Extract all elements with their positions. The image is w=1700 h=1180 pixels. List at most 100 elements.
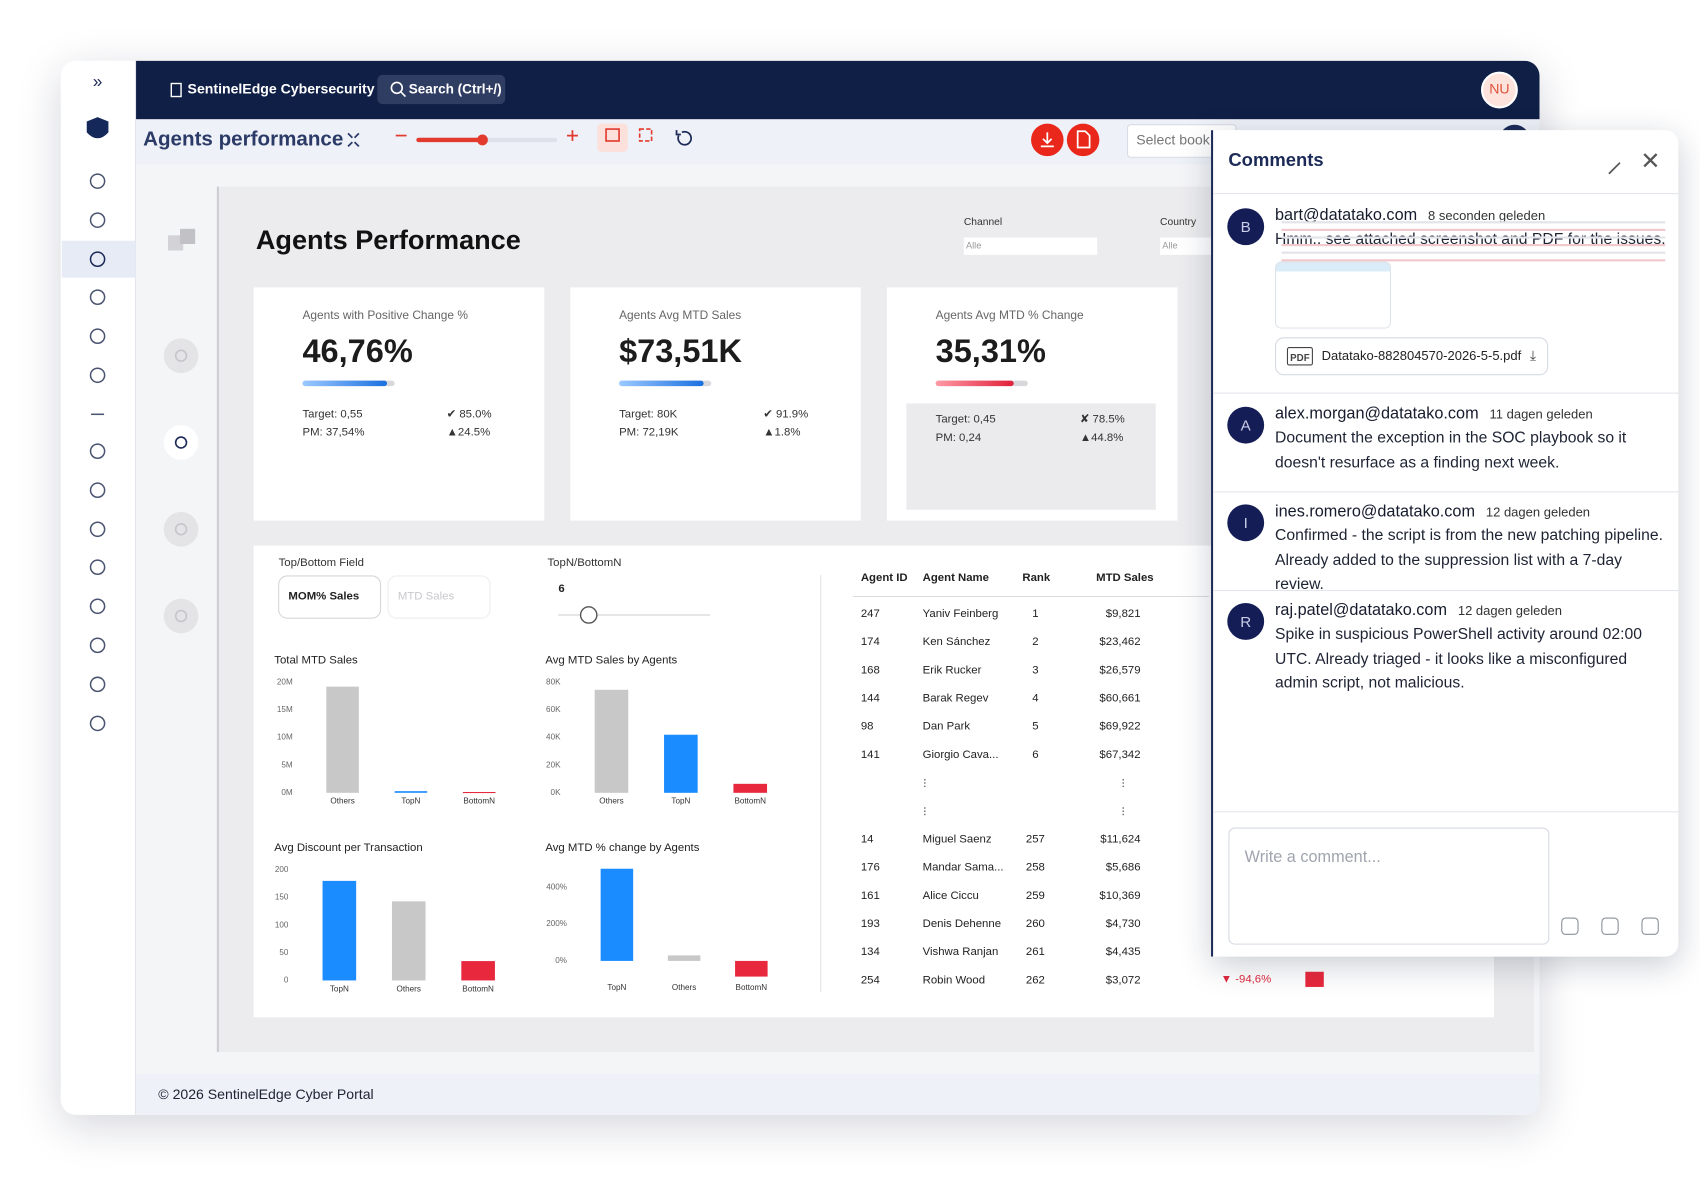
- report-nav-button[interactable]: [163, 338, 199, 374]
- field-option-label[interactable]: MTD Sales: [398, 591, 455, 603]
- nav-icon[interactable]: [89, 443, 106, 459]
- ellipsis-dot: [923, 778, 926, 781]
- nav-icon[interactable]: [89, 715, 106, 732]
- filter-value[interactable]: Alle: [1162, 241, 1177, 251]
- nav-icon[interactable]: [89, 482, 106, 499]
- bar: [733, 783, 768, 793]
- ellipsis-dot: [1122, 813, 1125, 816]
- nav-icon[interactable]: [89, 173, 106, 189]
- thumbnail-row: [1281, 259, 1666, 262]
- field-option-label[interactable]: MOM% Sales: [288, 591, 359, 603]
- fullscreen-icon[interactable]: [347, 132, 360, 148]
- nav-icon[interactable]: [89, 598, 106, 615]
- table-cell: 258: [1026, 862, 1045, 874]
- input-action[interactable]: [1601, 917, 1619, 935]
- book-select-text[interactable]: Select book: [1136, 132, 1211, 148]
- x-tick-label: TopN: [607, 983, 626, 992]
- brand[interactable]: SentinelEdge Cybersecurity: [188, 81, 375, 97]
- report-nav-button[interactable]: [163, 511, 199, 547]
- search-button[interactable]: [377, 74, 506, 105]
- table-cell: Denis Dehenne: [923, 918, 1001, 930]
- comment-placeholder[interactable]: Write a comment...: [1244, 848, 1381, 867]
- brand-icon: [170, 82, 182, 98]
- nav-icon[interactable]: [89, 559, 106, 576]
- field-option[interactable]: [387, 575, 491, 619]
- user-avatar[interactable]: [1480, 71, 1518, 109]
- input-action[interactable]: [1561, 917, 1579, 935]
- topn-knob[interactable]: [579, 606, 598, 624]
- y-tick-label: 5M: [281, 760, 293, 769]
- zoom-in[interactable]: [567, 130, 578, 141]
- attachment-chip[interactable]: PDF Datatako-882804570-2026-5-5.pdf ⤓: [1274, 336, 1549, 375]
- user-initials[interactable]: NU: [1489, 81, 1509, 97]
- y-tick-label: 10M: [277, 733, 293, 742]
- comment: ines.romero@datatako.com 12 dagen geleden…: [1275, 502, 1672, 597]
- comment-author: alex.morgan@datatako.com: [1274, 404, 1479, 423]
- table-cell: $23,462: [1099, 636, 1140, 648]
- table-cell: Robin Wood: [923, 974, 985, 986]
- download-icon[interactable]: ⤓: [1529, 347, 1537, 364]
- report-nav-icon: [174, 609, 188, 623]
- table-cell: 14: [861, 833, 874, 845]
- field-option[interactable]: [278, 575, 382, 619]
- table-cell: 262: [1026, 974, 1045, 986]
- file-name[interactable]: Datatako-882804570-2026-5-5.pdf: [1321, 348, 1522, 364]
- nav-icon[interactable]: [89, 289, 106, 305]
- table-cell: Barak Regev: [923, 692, 989, 704]
- table-cell: 6: [1032, 749, 1038, 761]
- bar: [594, 689, 629, 793]
- table-cell: Ken Sánchez: [923, 636, 991, 648]
- table-cell: 247: [861, 608, 880, 620]
- comment-time: 11 dagen geleden: [1489, 406, 1593, 422]
- table-cell: 259: [1026, 890, 1045, 902]
- nav-icon[interactable]: [89, 521, 106, 538]
- report-nav-button[interactable]: [163, 598, 199, 634]
- comment-input[interactable]: [1228, 827, 1550, 945]
- bar: [322, 880, 357, 981]
- logo: [86, 117, 109, 139]
- nav-icon[interactable]: [89, 676, 106, 693]
- unpin-button[interactable]: [1597, 151, 1621, 175]
- attachment-thumbnail[interactable]: [1274, 221, 1666, 329]
- filter-dropdown[interactable]: [963, 237, 1098, 255]
- filter-value[interactable]: Alle: [966, 241, 981, 251]
- table-header: Agent Name: [923, 572, 989, 584]
- search-icon: [400, 91, 407, 98]
- ellipsis-dot: [923, 813, 926, 816]
- reset-icon[interactable]: [675, 130, 692, 146]
- table-cell: $67,342: [1099, 749, 1140, 761]
- zoom-knob[interactable]: [477, 134, 488, 146]
- avatar: R: [1227, 603, 1265, 640]
- width-icon[interactable]: [638, 128, 653, 142]
- table-header: MTD Sales: [1096, 572, 1154, 584]
- fit-button[interactable]: [597, 123, 628, 152]
- nav-icon[interactable]: [89, 328, 106, 345]
- nav-icon[interactable]: [89, 251, 106, 268]
- x-tick-label: Others: [672, 983, 696, 992]
- kpi-target: Target: 0,45: [936, 414, 996, 426]
- report-nav-icon: [174, 523, 188, 536]
- canvas-edge: [216, 186, 220, 1053]
- nav-icon[interactable]: [89, 637, 106, 654]
- nav-icon[interactable]: [89, 212, 106, 228]
- table-header: Agent ID: [861, 572, 908, 584]
- kpi-target-status: ✔ 85.0%: [447, 408, 492, 420]
- table-cell: 98: [861, 721, 874, 733]
- input-action[interactable]: [1641, 917, 1659, 935]
- close-button[interactable]: ✕: [1640, 147, 1661, 175]
- report-nav-button[interactable]: [163, 425, 199, 460]
- search-label[interactable]: Search (Ctrl+/): [409, 82, 502, 97]
- bar: [391, 901, 426, 981]
- expand-icon[interactable]: »: [93, 71, 103, 91]
- table-cell: Yaniv Feinberg: [923, 608, 999, 620]
- y-tick-label: 100: [275, 920, 289, 929]
- export-button[interactable]: [1066, 123, 1100, 157]
- top-bar: [135, 60, 1540, 120]
- ellipsis-dot: [1122, 778, 1125, 781]
- kpi-pm-status: ▲24.5%: [447, 427, 491, 439]
- ellipsis-dot: [1122, 782, 1125, 784]
- nav-icon[interactable]: [89, 367, 106, 384]
- thumbnail-row: [1281, 228, 1666, 232]
- table-cell: 1: [1032, 608, 1038, 620]
- x-tick-label: Others: [599, 797, 623, 806]
